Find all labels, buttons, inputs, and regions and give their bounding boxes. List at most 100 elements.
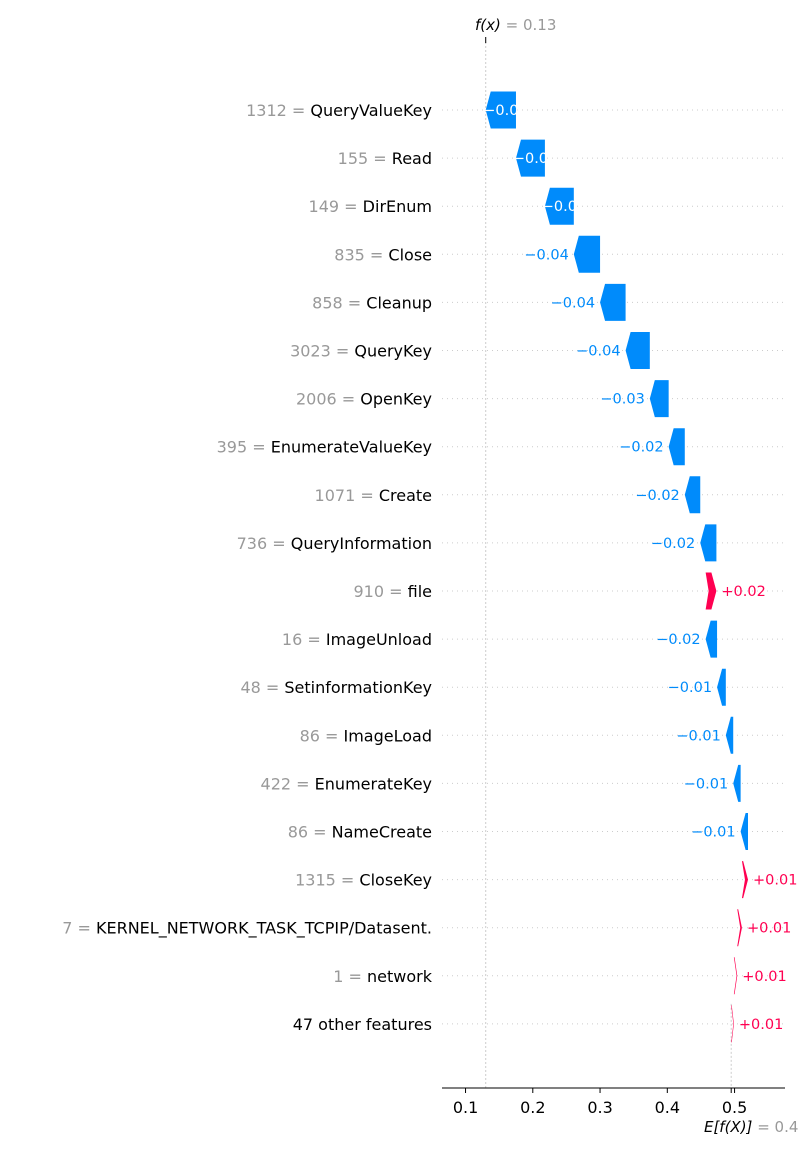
negative-contribution-bar: [600, 283, 626, 321]
negative-contribution-bar: [684, 476, 701, 514]
negative-contribution-bar: [700, 524, 717, 562]
contribution-label: −0.02: [651, 536, 695, 552]
feature-name: QueryValueKey: [310, 101, 432, 120]
feature-value: 395 =: [217, 438, 271, 457]
negative-contribution-bar: [725, 716, 734, 754]
negative-contribution-bar: [733, 764, 741, 802]
feature-value: 86 =: [288, 823, 332, 842]
negative-contribution-bar: [544, 187, 574, 225]
feature-label: 1315 = CloseKey: [295, 871, 432, 890]
contribution-label: −0.01: [684, 776, 728, 792]
feature-value: 858 =: [312, 293, 366, 312]
positive-contribution-bar: [741, 861, 749, 899]
feature-label: 835 = Close: [334, 245, 432, 264]
feature-label: 86 = ImageLoad: [300, 726, 432, 745]
feature-label: 48 = SetinformationKey: [240, 678, 432, 697]
contribution-label: −0.01: [676, 728, 720, 744]
negative-contribution-bar: [705, 620, 718, 658]
negative-contribution-bar: [717, 668, 726, 706]
positive-contribution-bar: [737, 909, 742, 947]
fx-label: f(x): [475, 16, 501, 34]
contribution-label: −0.01: [668, 680, 712, 696]
positive-contribution-bar: [731, 1005, 734, 1043]
feature-value: 7 =: [62, 919, 96, 938]
feature-name: Read: [392, 149, 432, 168]
contribution-label: −0.04: [524, 247, 568, 263]
feature-value: 1312 =: [246, 101, 310, 120]
base-value-annotation: E[f(X)] = 0.4: [704, 1118, 798, 1136]
feature-value: 736 =: [237, 534, 291, 553]
contribution-label: +0.02: [721, 584, 765, 600]
feature-label: 155 = Read: [338, 149, 432, 168]
x-tick-label: 0.4: [655, 1098, 680, 1117]
feature-name: DirEnum: [363, 197, 432, 216]
feature-label: 7 = KERNEL_NETWORK_TASK_TCPIP/Datasent.: [62, 919, 432, 939]
feature-value: 422 =: [261, 774, 315, 793]
feature-name: SetinformationKey: [284, 678, 432, 697]
feature-name: Create: [379, 486, 432, 505]
feature-name: Cleanup: [366, 293, 432, 312]
x-axis: 0.1 0.2 0.3 0.4 0.5: [442, 1087, 785, 1117]
contribution-label: +0.01: [747, 921, 791, 937]
base-label: E[f(X)]: [704, 1118, 753, 1136]
contribution-label: −0.04: [551, 295, 595, 311]
feature-label: 858 = Cleanup: [312, 293, 432, 312]
feature-label: 910 = file: [354, 582, 433, 601]
feature-name: Close: [388, 245, 432, 264]
feature-value: 16 =: [282, 630, 326, 649]
contribution-label: −0.02: [635, 488, 679, 504]
x-tick-label: 0.1: [453, 1098, 478, 1117]
feature-name: KERNEL_NETWORK_TASK_TCPIP/Datasent.: [96, 919, 432, 939]
x-tick-label: 0.3: [587, 1098, 612, 1117]
feature-value: 1 =: [333, 967, 367, 986]
negative-contribution-bar: [485, 91, 516, 129]
negative-contribution-bar: [649, 380, 669, 418]
feature-label: 149 = DirEnum: [309, 197, 432, 216]
feature-value: 86 =: [300, 726, 344, 745]
fx-annotation: f(x) = 0.13: [475, 16, 556, 34]
feature-label: 422 = EnumerateKey: [261, 774, 432, 793]
feature-label: 736 = QueryInformation: [237, 534, 432, 553]
feature-value: 910 =: [354, 582, 408, 601]
feature-name: ImageUnload: [326, 630, 432, 649]
feature-name: CloseKey: [359, 871, 432, 890]
feature-value: 48 =: [240, 678, 284, 697]
feature-name: ImageLoad: [344, 726, 433, 745]
contribution-label: −0.03: [600, 392, 644, 408]
feature-name: file: [408, 582, 432, 601]
positive-contribution-bar: [733, 957, 738, 995]
contribution-label: +0.01: [742, 969, 786, 985]
feature-rows: 1312 = QueryValueKey −0.0 155 = Read −0.01 4…: [62, 91, 797, 1043]
feature-label: 1 = network: [333, 967, 432, 986]
feature-name: network: [367, 967, 433, 986]
contribution-label: −0.0: [542, 199, 577, 215]
feature-name: 47 other features: [293, 1015, 432, 1034]
contribution-label: −0.01: [691, 825, 735, 841]
feature-value: 155 =: [338, 149, 392, 168]
negative-contribution-bar: [668, 428, 685, 466]
negative-contribution-bar: [573, 235, 601, 273]
feature-label: 1312 = QueryValueKey: [246, 101, 432, 120]
feature-value: 3023 =: [290, 342, 354, 361]
feature-name: OpenKey: [360, 390, 432, 409]
row-gridlines: [442, 109, 785, 1025]
contribution-label: −0.02: [619, 440, 663, 456]
feature-label: 1071 = Create: [315, 486, 432, 505]
feature-value: 149 =: [309, 197, 363, 216]
feature-name: QueryInformation: [291, 534, 432, 553]
contribution-label: −0.02: [656, 632, 700, 648]
feature-label: 86 = NameCreate: [288, 823, 432, 842]
negative-contribution-bar: [625, 332, 650, 369]
feature-label: 3023 = QueryKey: [290, 342, 432, 361]
feature-value: 2006 =: [296, 390, 360, 409]
negative-contribution-bar: [515, 139, 545, 177]
feature-value: 835 =: [334, 245, 388, 264]
feature-name: EnumerateValueKey: [271, 438, 432, 457]
feature-label: 47 other features: [293, 1015, 432, 1034]
feature-value: 1315 =: [295, 871, 359, 890]
negative-contribution-bar: [740, 813, 749, 850]
contribution-label: +0.01: [739, 1017, 783, 1033]
feature-label: 16 = ImageUnload: [282, 630, 432, 649]
feature-name: QueryKey: [354, 342, 432, 361]
